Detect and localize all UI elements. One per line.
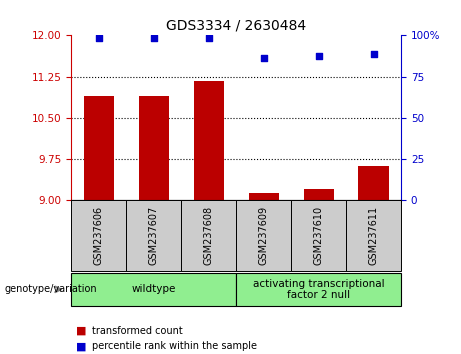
Text: genotype/variation: genotype/variation [5,284,97,295]
Text: percentile rank within the sample: percentile rank within the sample [92,341,257,351]
Point [370,51,377,57]
Text: GSM237611: GSM237611 [369,206,378,265]
Text: GSM237607: GSM237607 [149,206,159,265]
Text: activating transcriptional
factor 2 null: activating transcriptional factor 2 null [253,279,384,300]
Title: GDS3334 / 2630484: GDS3334 / 2630484 [166,19,306,33]
Bar [139,96,169,200]
Bar [303,189,334,200]
Point [95,35,103,41]
Point [205,35,213,41]
Text: GSM237608: GSM237608 [204,206,214,265]
Bar [194,81,224,200]
Text: GSM237606: GSM237606 [94,206,104,265]
Point [150,35,158,41]
Text: wildtype: wildtype [132,284,176,295]
Point [260,56,267,61]
Bar [359,166,389,200]
Text: ■: ■ [76,341,87,351]
Text: transformed count: transformed count [92,326,183,336]
Text: GSM237610: GSM237610 [313,206,324,265]
Bar [248,193,279,200]
Text: GSM237609: GSM237609 [259,206,269,265]
Text: ■: ■ [76,326,87,336]
Point [315,53,322,59]
Bar [84,96,114,200]
